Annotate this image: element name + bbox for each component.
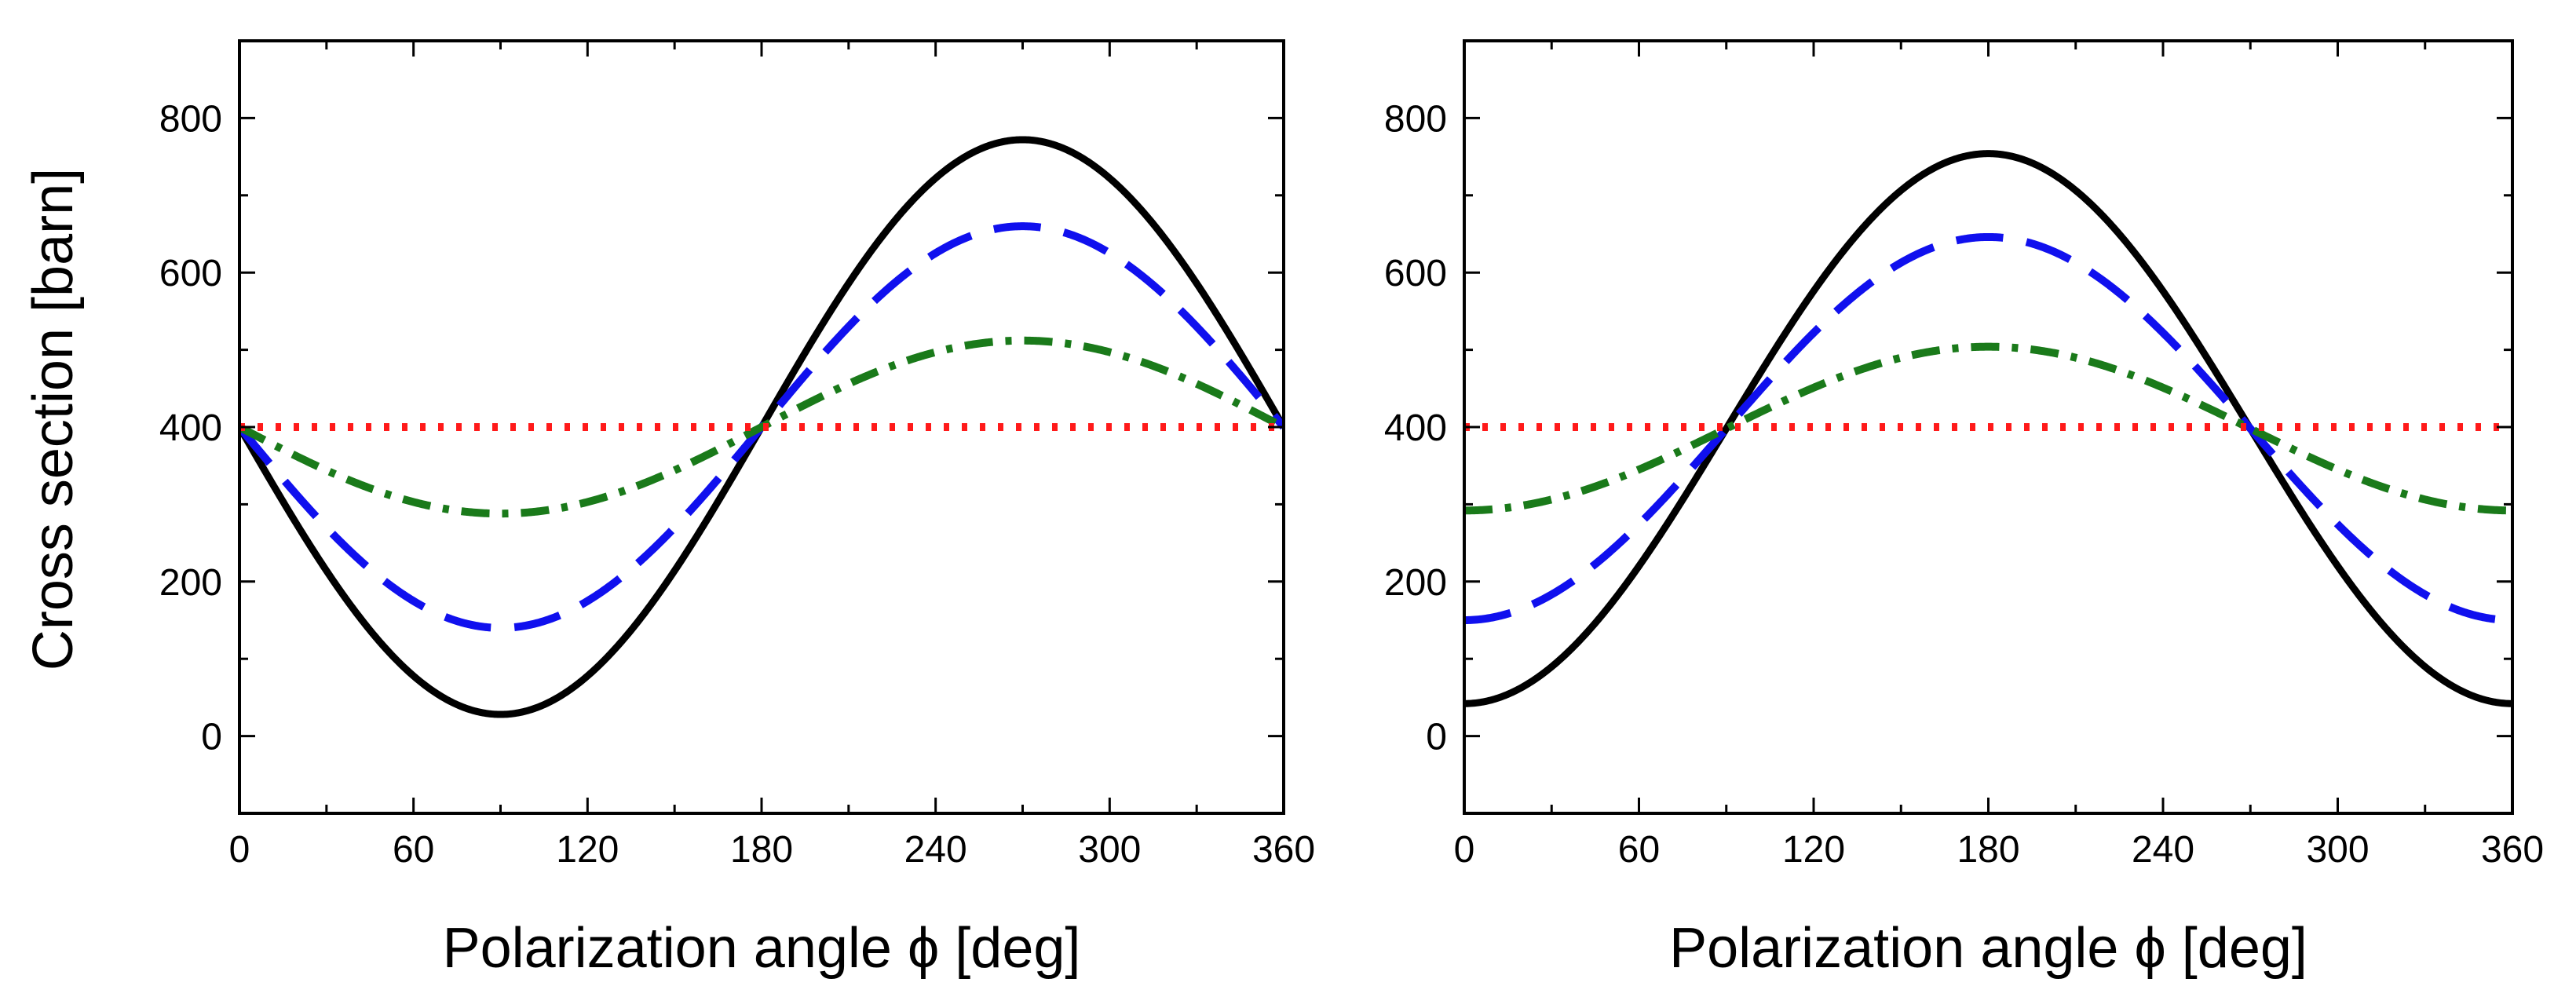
series-group bbox=[239, 136, 1284, 718]
series-dashed-line bbox=[1464, 232, 2512, 624]
y-tick-label: 600 bbox=[1384, 253, 1447, 294]
x-tick-label: 180 bbox=[730, 829, 793, 871]
x-tick-label: 60 bbox=[393, 829, 434, 871]
y-tick-label: 600 bbox=[159, 253, 222, 294]
x-tick-label: 0 bbox=[1454, 829, 1475, 871]
y-tick-label: 400 bbox=[159, 407, 222, 449]
series-solid-line bbox=[1464, 150, 2512, 707]
y-tick-label: 800 bbox=[1384, 98, 1447, 140]
x-tick-label: 360 bbox=[1252, 829, 1315, 871]
x-tick-label: 300 bbox=[2306, 829, 2369, 871]
series-dash-dot-line bbox=[1464, 342, 2512, 515]
x-tick-label: 120 bbox=[556, 829, 619, 871]
series-group bbox=[1464, 150, 2512, 707]
y-tick-label: 0 bbox=[1426, 717, 1447, 758]
x-tick-label: 180 bbox=[1957, 829, 2019, 871]
y-tick-label: 400 bbox=[1384, 407, 1447, 449]
x-tick-label: 60 bbox=[1618, 829, 1660, 871]
series-dash-dot-line bbox=[239, 336, 1284, 518]
y-tick-label: 200 bbox=[1384, 562, 1447, 604]
left-panel: 0 60 120 180 240 300 360 0 200 400 600 800 Polarizat… bbox=[22, 39, 1315, 980]
y-tick-label: 200 bbox=[159, 562, 222, 604]
x-tick-label: 240 bbox=[2132, 829, 2194, 871]
y-tick-label: 800 bbox=[159, 98, 222, 140]
y-tick-label: 0 bbox=[201, 717, 222, 758]
x-axis-title: Polarization angle ϕ [deg] bbox=[443, 917, 1081, 980]
x-tick-label: 300 bbox=[1078, 829, 1141, 871]
x-tick-label: 240 bbox=[904, 829, 967, 871]
x-tick-label: 360 bbox=[2481, 829, 2544, 871]
x-tick-label: 120 bbox=[1782, 829, 1845, 871]
x-tick-label: 0 bbox=[229, 829, 250, 871]
right-panel: 0 60 120 180 240 300 360 0 200 400 600 800 Polarizat… bbox=[1384, 39, 2544, 980]
y-axis-title: Cross section [barn] bbox=[22, 168, 85, 670]
x-axis-title: Polarization angle ϕ [deg] bbox=[1669, 917, 2307, 980]
